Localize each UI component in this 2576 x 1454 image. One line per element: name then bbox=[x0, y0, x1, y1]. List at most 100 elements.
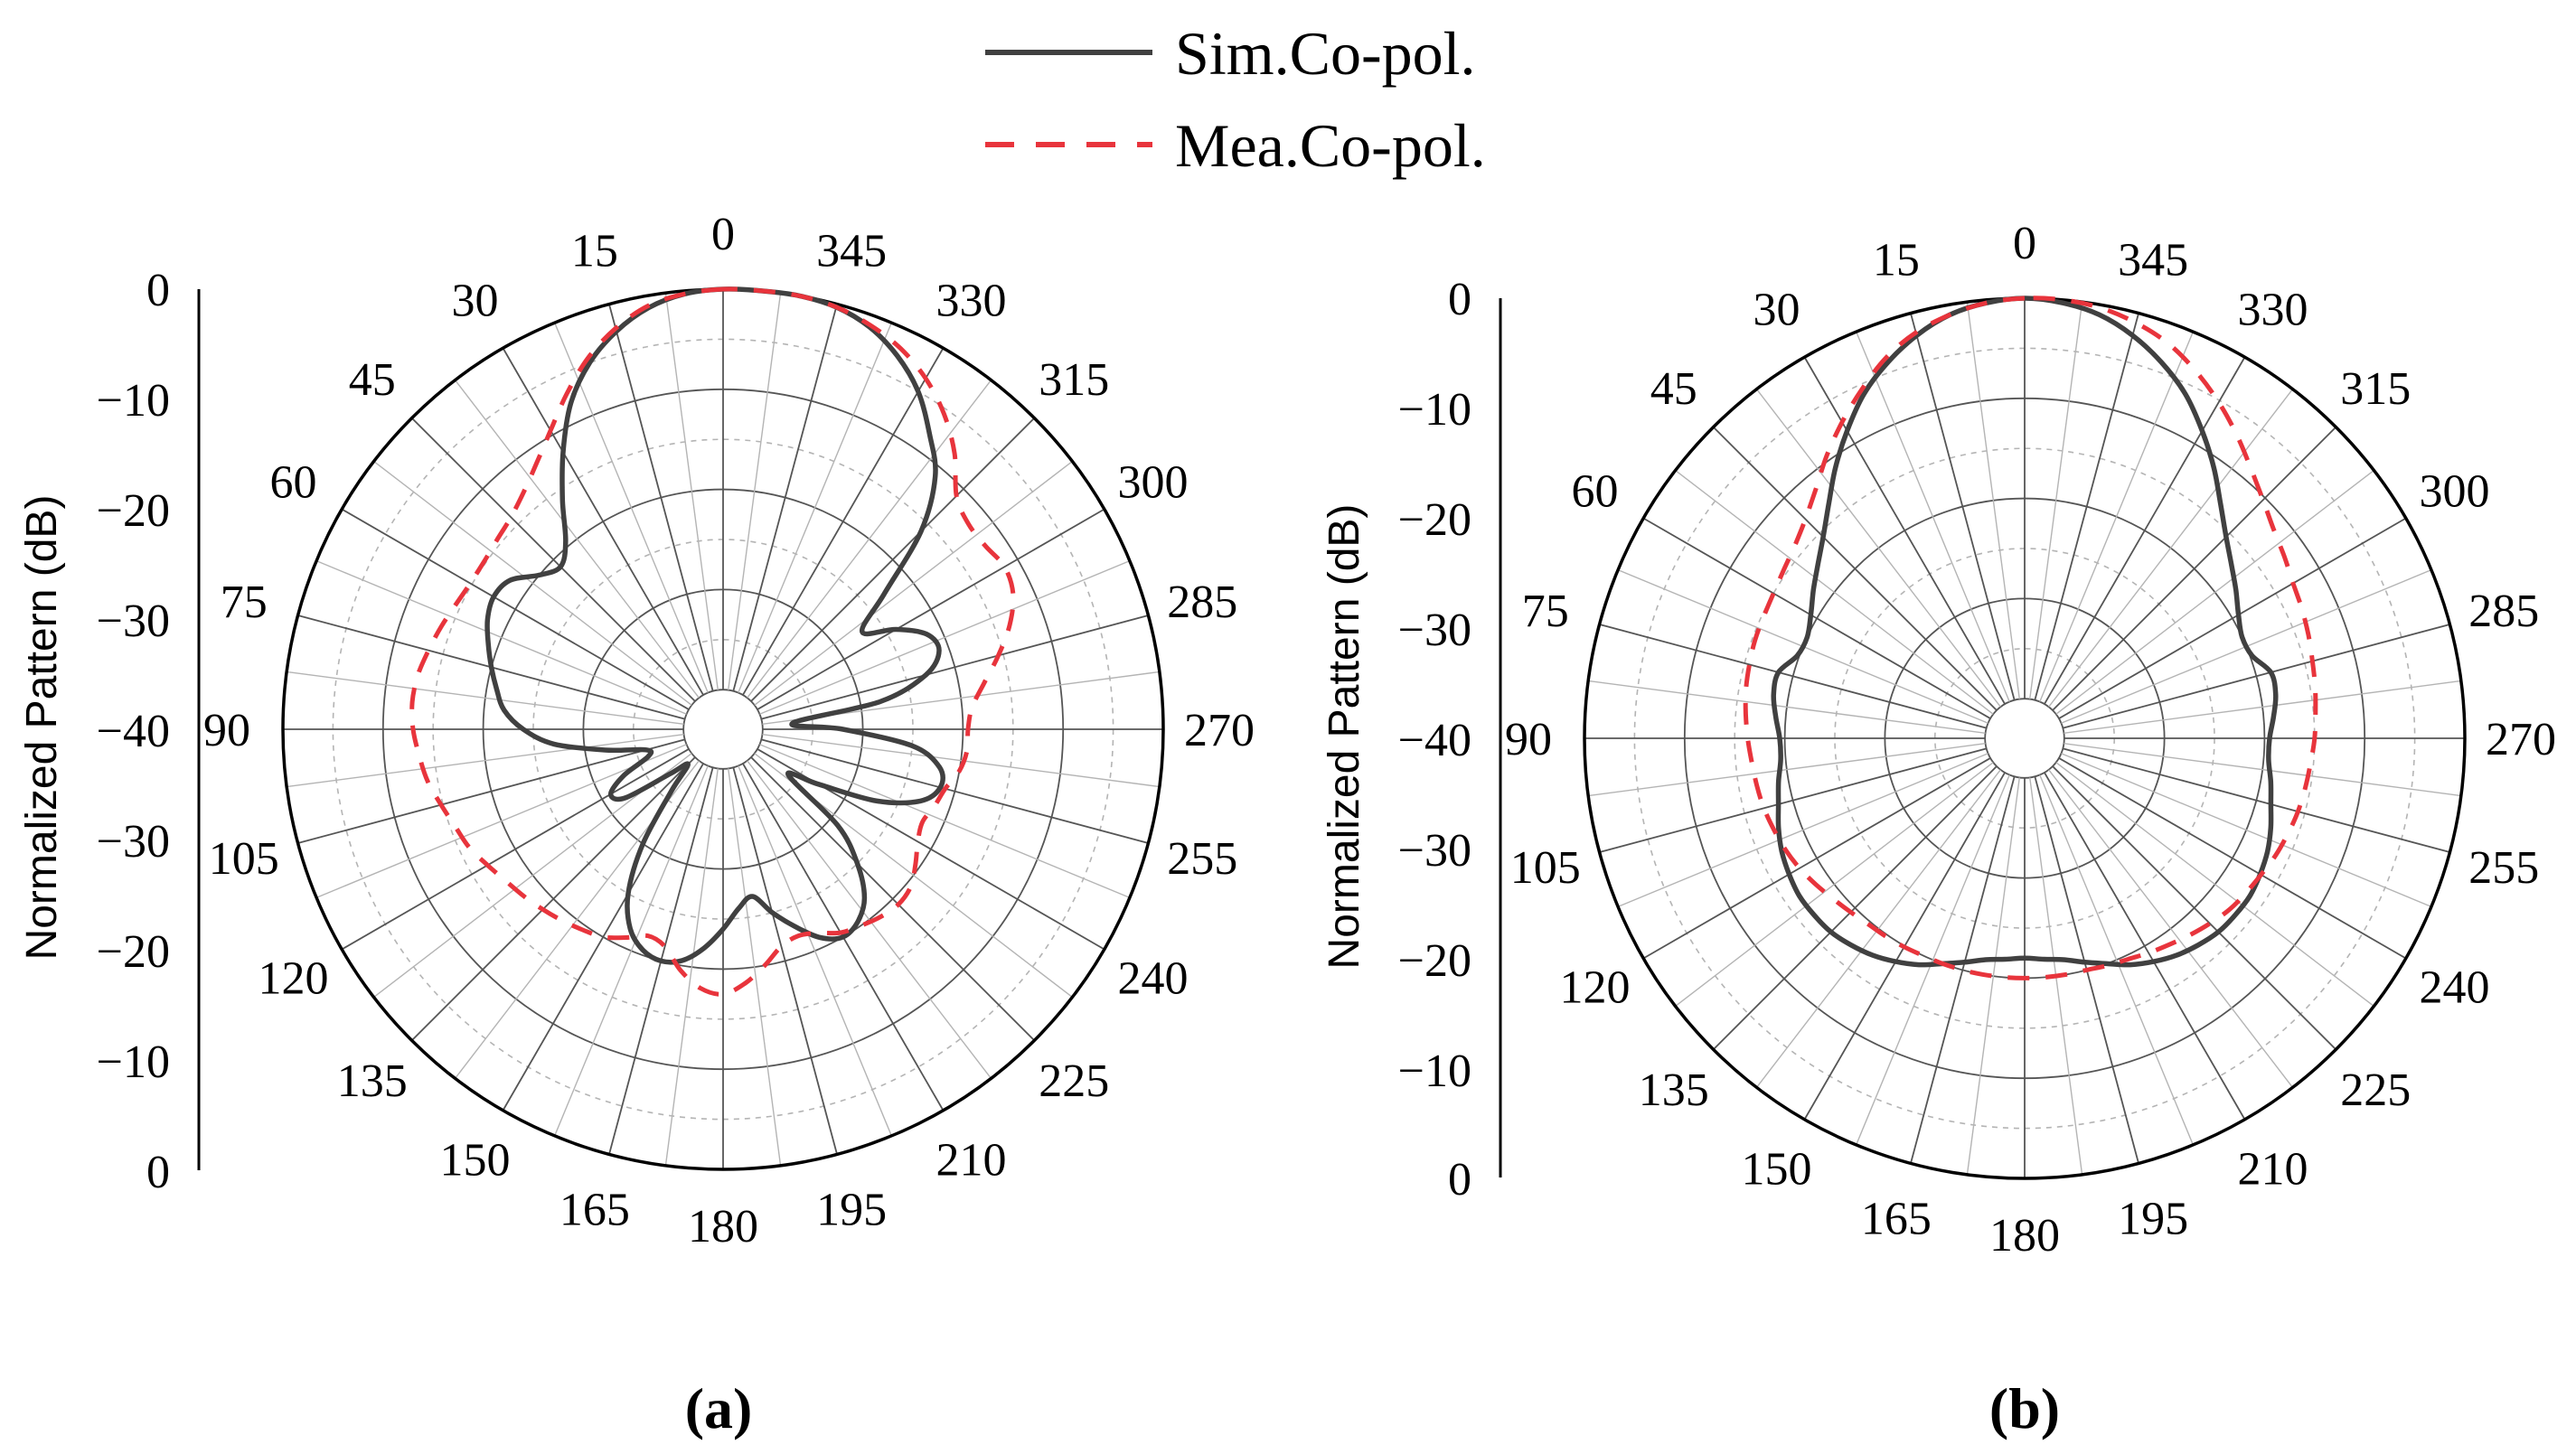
grid-spoke-major bbox=[2052, 765, 2336, 1050]
angle-tick-label: 315 bbox=[2340, 363, 2411, 415]
grid-spoke-minor bbox=[738, 765, 893, 1137]
angle-tick-label: 195 bbox=[2118, 1193, 2188, 1244]
radial-tick-b: −40 bbox=[1398, 715, 1471, 766]
angle-tick-label: 120 bbox=[259, 953, 329, 1005]
grid-spoke-major bbox=[761, 738, 1149, 844]
radial-tick-a: 0 bbox=[146, 265, 170, 316]
angle-tick-label: 45 bbox=[1650, 363, 1697, 415]
angle-tick-label: 270 bbox=[1184, 705, 1255, 756]
angle-tick-label: 345 bbox=[816, 226, 887, 277]
grid-spoke-minor bbox=[553, 765, 709, 1137]
grid-spoke-minor bbox=[373, 460, 692, 706]
angle-tick-label: 75 bbox=[1522, 586, 1569, 637]
grid-spoke-minor bbox=[759, 744, 1131, 899]
grid-spoke-minor bbox=[2061, 753, 2432, 908]
grid-spoke-minor bbox=[2064, 743, 2461, 797]
angle-tick-label: 90 bbox=[1505, 714, 1552, 765]
grid-spoke-minor bbox=[728, 768, 782, 1166]
radial-tick-b: 0 bbox=[1448, 1154, 1471, 1205]
grid-spoke-major bbox=[2044, 772, 2246, 1121]
angle-tick-label: 165 bbox=[1861, 1193, 1932, 1244]
angle-tick-label: 60 bbox=[1572, 466, 1619, 518]
grid-spoke-major bbox=[742, 347, 945, 696]
grid-spoke-minor bbox=[664, 293, 719, 690]
angle-tick-label: 255 bbox=[2468, 842, 2539, 894]
angle-tick-label: 0 bbox=[2013, 218, 2036, 269]
angle-tick-label: 345 bbox=[2118, 235, 2188, 286]
grid-spoke-minor bbox=[759, 559, 1131, 715]
grid-spoke-major bbox=[411, 756, 696, 1041]
grid-spoke-major bbox=[1803, 356, 2006, 705]
grid-spoke-minor bbox=[2029, 302, 2083, 699]
grid-spoke-major bbox=[502, 763, 704, 1112]
angle-tick-label: 105 bbox=[1510, 842, 1581, 894]
angle-tick-label: 150 bbox=[1742, 1143, 1812, 1195]
radial-tick-b: −30 bbox=[1398, 825, 1471, 877]
grid-spoke-major bbox=[1713, 765, 1998, 1050]
angle-tick-label: 15 bbox=[571, 226, 618, 277]
angle-tick-label: 240 bbox=[2419, 962, 2489, 1014]
grid-spoke-major bbox=[750, 756, 1035, 1041]
grid-spoke-major bbox=[1910, 313, 2016, 700]
grid-spoke-minor bbox=[2039, 331, 2195, 702]
angle-tick-label: 150 bbox=[440, 1134, 511, 1186]
grid-spoke-minor bbox=[1675, 762, 1994, 1008]
angle-tick-label: 15 bbox=[1873, 235, 1920, 286]
legend-sim-label: Sim.Co-pol. bbox=[1175, 19, 1476, 88]
angle-tick-label: 210 bbox=[2238, 1143, 2308, 1195]
panel-label-a: (a) bbox=[685, 1376, 753, 1440]
radial-tick-a: −10 bbox=[97, 1037, 170, 1088]
grid-spoke-minor bbox=[2048, 389, 2294, 708]
polar-grid-b bbox=[1583, 296, 2467, 1180]
series-sim-copol bbox=[1771, 295, 2279, 968]
grid-spoke-minor bbox=[2039, 774, 2195, 1146]
angle-tick-label: 255 bbox=[1167, 833, 1237, 885]
grid-spoke-minor bbox=[747, 380, 992, 699]
radial-tick-b: 0 bbox=[1448, 274, 1471, 325]
series-sim-copol bbox=[484, 286, 945, 965]
series-mea-copol bbox=[1743, 295, 2318, 980]
y-axis-title-b: Normalized Pattern (dB) bbox=[1321, 504, 1368, 970]
radial-tick-a: −40 bbox=[97, 706, 170, 757]
angle-tick-label: 135 bbox=[337, 1055, 408, 1107]
grid-spoke-major bbox=[1642, 757, 1991, 960]
angle-tick-label: 180 bbox=[1989, 1210, 2060, 1262]
radial-axis-b: 0 −10 −20 −30 −40 −30 −20 −10 0 Normaliz… bbox=[1321, 274, 1502, 1205]
grid-spoke-minor bbox=[287, 734, 684, 788]
angle-tick-label: 210 bbox=[936, 1134, 1007, 1186]
radial-tick-a: −30 bbox=[97, 596, 170, 647]
grid-spoke-major bbox=[757, 508, 1105, 710]
grid-spoke-major bbox=[608, 304, 714, 691]
angle-tick-label: 285 bbox=[1167, 577, 1237, 628]
grid-ring-major bbox=[1984, 698, 2065, 779]
angle-tick-label: 330 bbox=[2238, 285, 2308, 336]
angle-tick-label: 330 bbox=[936, 276, 1007, 327]
grid-spoke-major bbox=[2044, 356, 2246, 705]
angle-tick-label: 300 bbox=[2419, 466, 2489, 518]
angle-tick-label: 45 bbox=[349, 354, 396, 406]
grid-spoke-minor bbox=[754, 460, 1073, 706]
radial-tick-b: −10 bbox=[1398, 1046, 1471, 1097]
grid-spoke-minor bbox=[1588, 680, 1986, 734]
angle-tick-label: 285 bbox=[2468, 586, 2539, 637]
grid-spoke-major bbox=[1599, 624, 1987, 729]
radial-axis-a: 0 −10 −20 −30 −40 −30 −20 −10 0 Normaliz… bbox=[18, 265, 201, 1198]
series-mea-copol bbox=[409, 286, 1016, 997]
panel-label-b: (b) bbox=[1989, 1376, 2060, 1440]
angle-tick-label: 225 bbox=[2340, 1065, 2411, 1116]
legend: Sim.Co-pol. Mea.Co-pol. bbox=[985, 19, 1486, 180]
grid-spoke-minor bbox=[2055, 762, 2374, 1008]
grid-spoke-major bbox=[750, 417, 1035, 702]
radial-tick-a: −20 bbox=[97, 485, 170, 537]
radial-tick-a: −10 bbox=[97, 375, 170, 427]
grid-spoke-major bbox=[761, 614, 1149, 720]
angle-tick-label: 90 bbox=[203, 705, 250, 756]
grid-spoke-major bbox=[2063, 624, 2450, 729]
series-layer-b bbox=[1743, 295, 2318, 980]
angle-tick-label: 240 bbox=[1117, 953, 1188, 1005]
grid-spoke-minor bbox=[2064, 680, 2461, 734]
grid-spoke-minor bbox=[315, 559, 687, 715]
grid-spoke-major bbox=[2034, 313, 2139, 700]
